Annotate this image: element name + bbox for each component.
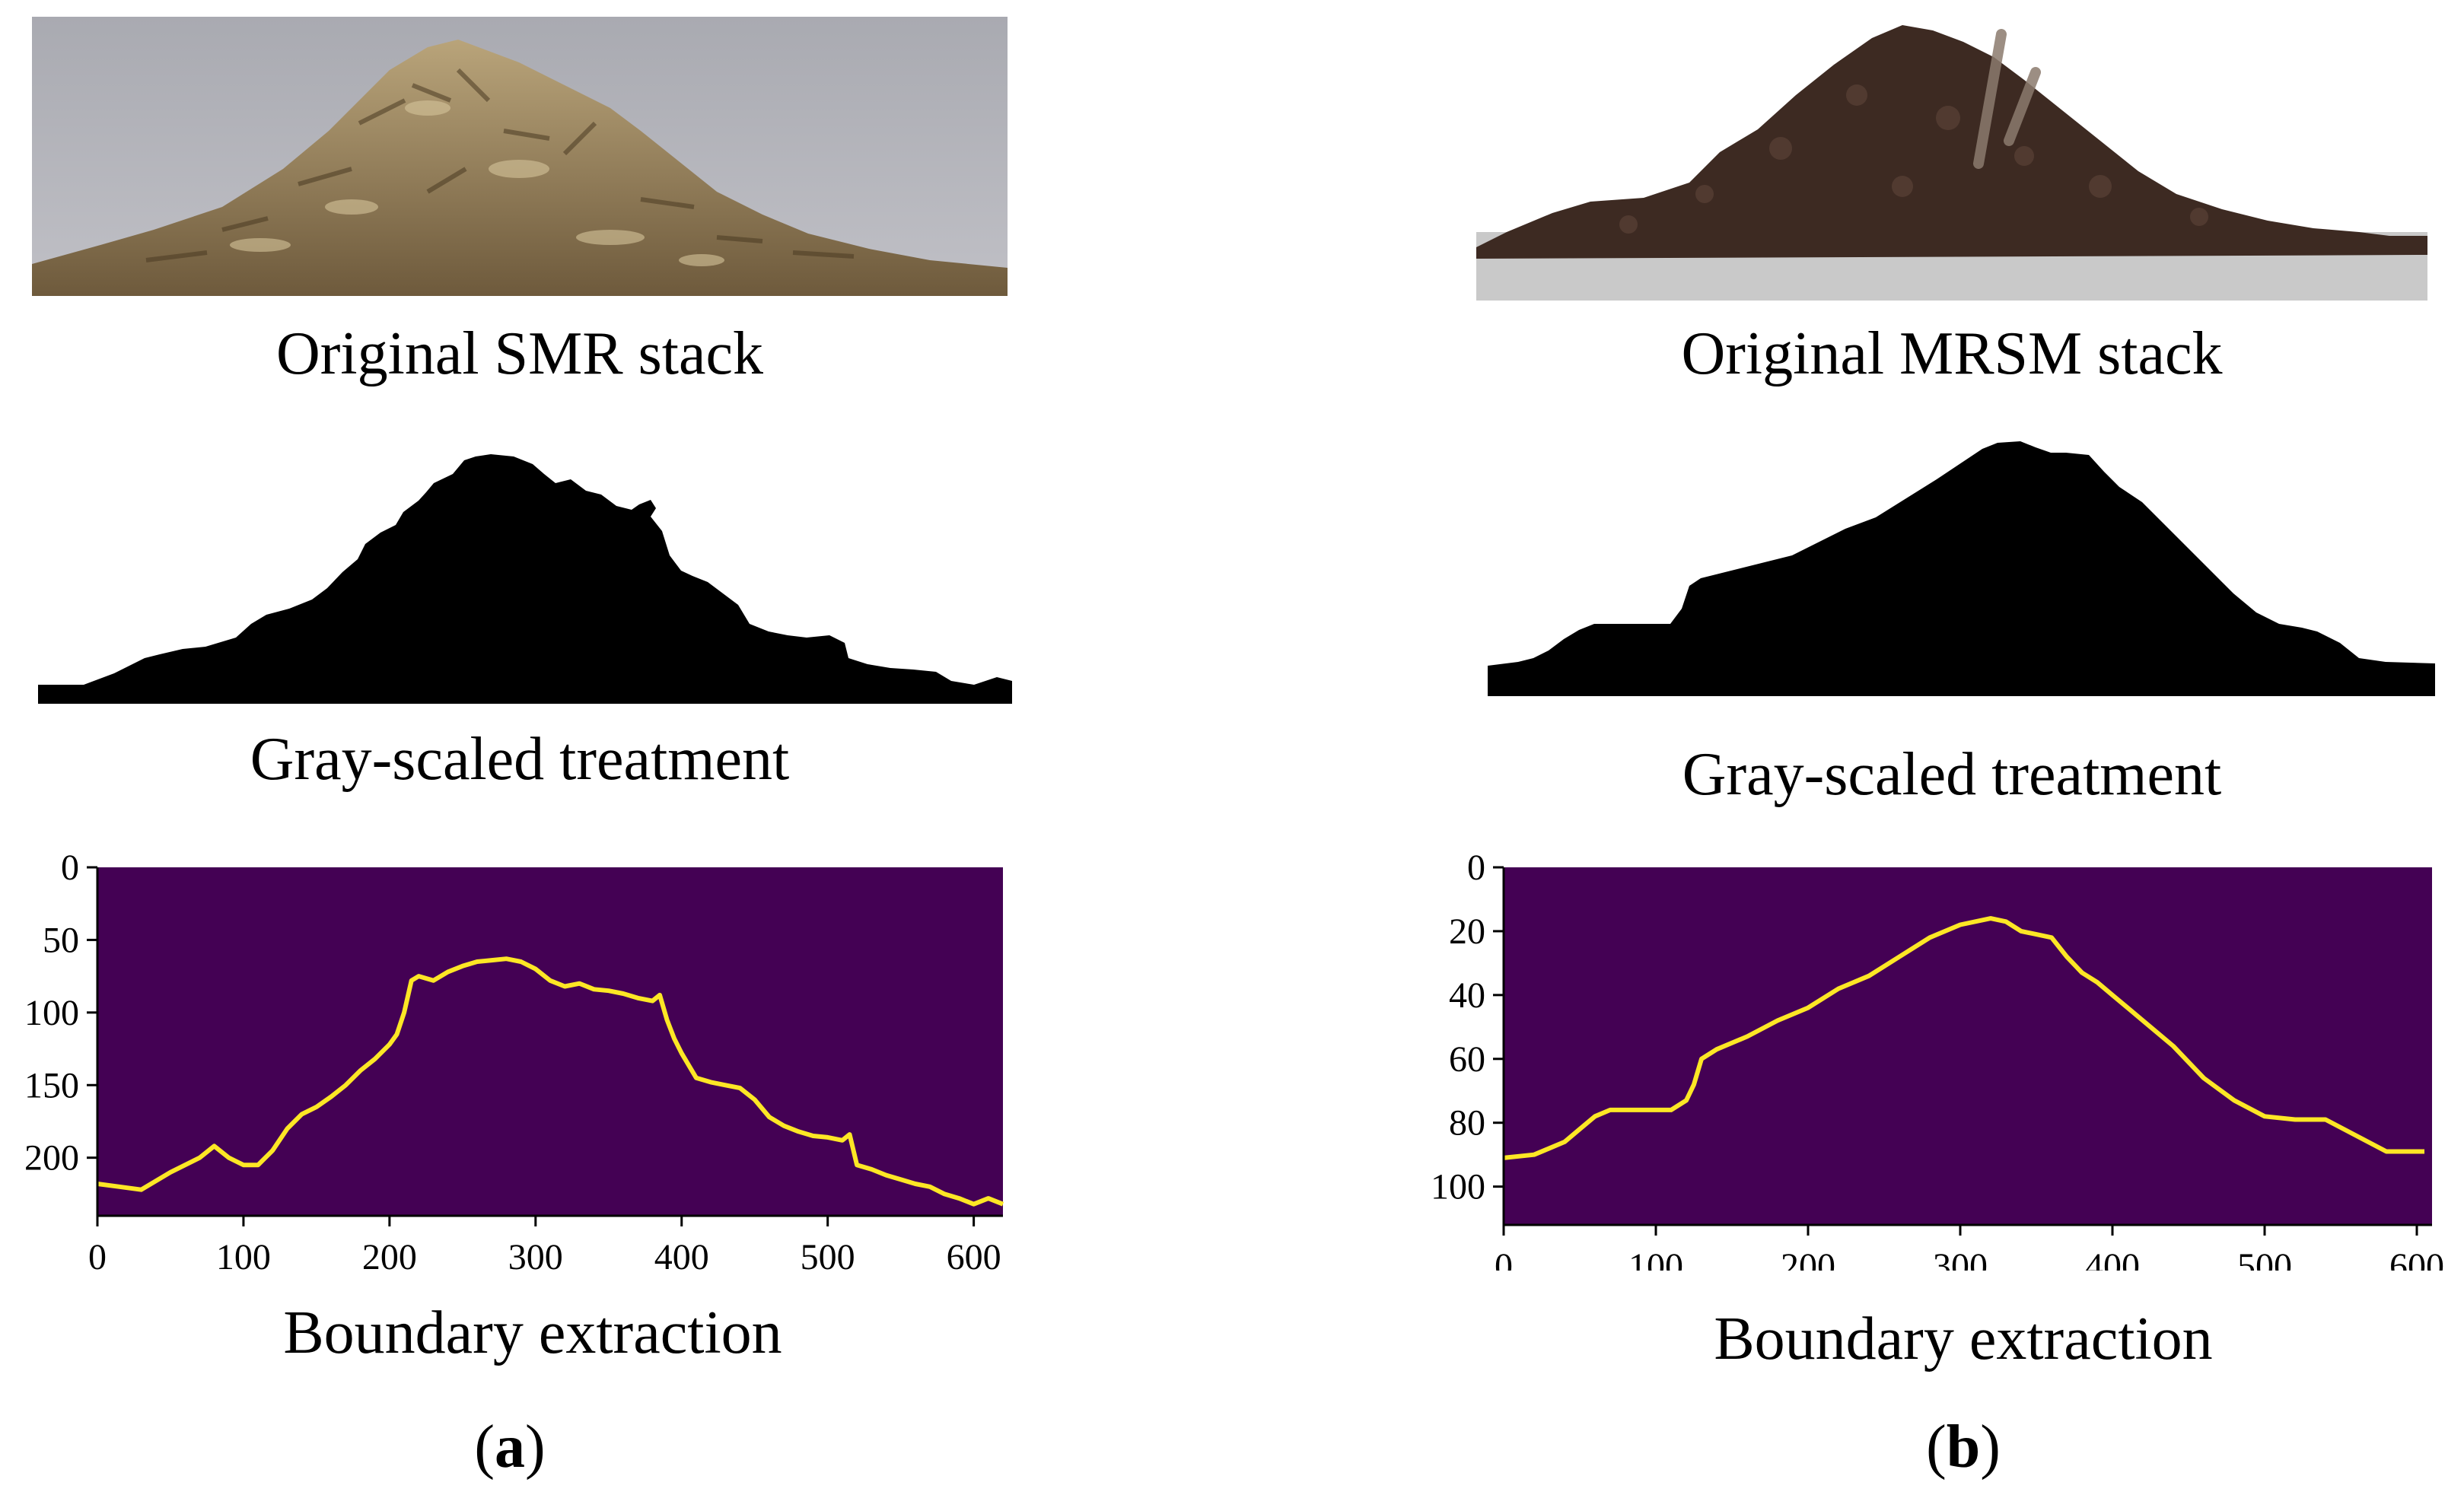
chart-b-x-tick-label: 200: [1781, 1246, 1835, 1271]
chart-b-x-tick-label: 400: [2085, 1246, 2140, 1271]
chart-b-x-tick-label: 600: [2389, 1246, 2444, 1271]
smr-silhouette-shape: [38, 454, 1012, 704]
smr-gray-caption: Gray-scaled treatment: [250, 726, 790, 793]
chart-a-plot-area: [97, 867, 1003, 1216]
panel-label-a-open: (: [474, 1414, 495, 1481]
smr-photo-caption: Original SMR stack: [276, 320, 763, 387]
chart-a-y-tick-label: 50: [43, 920, 79, 960]
chart-a-x-tick-label: 400: [654, 1237, 709, 1271]
chart-a-y-tick-label: 150: [24, 1065, 79, 1105]
chart-b-plot-area: [1504, 867, 2432, 1225]
panel-label-a-letter: a: [495, 1414, 525, 1481]
panel-label-b-open: (: [1926, 1414, 1947, 1481]
chart-b-boundary-line-0: [1503, 916, 2424, 1160]
smr-stack-illustration: [32, 17, 1008, 296]
chart-a-y-tick-label: 200: [24, 1138, 79, 1179]
mrsm-chart-caption: Boundary extraction: [1714, 1306, 2213, 1373]
chart-b-y-tick-label: 60: [1449, 1039, 1485, 1080]
chart-b-x-tick-label: 300: [1933, 1246, 1988, 1271]
chart-a-x-tick-label: 500: [801, 1237, 855, 1271]
chart-b-x-tick-label: 0: [1495, 1246, 1513, 1271]
chart-a-x-tick-label: 300: [508, 1237, 563, 1271]
chart-b-y-tick-label: 80: [1449, 1103, 1485, 1144]
chart-b-x-tick-label: 100: [1628, 1246, 1683, 1271]
mrsm-photo-caption: Original MRSM stack: [1681, 320, 2223, 387]
boundary-chart-a: 0 100 200 300 400 500 600 0 50 100 150 200: [24, 848, 1004, 1271]
mrsm-silhouette-shape: [1488, 441, 2435, 696]
chart-b-y-tick-label: 20: [1449, 911, 1485, 952]
boundary-chart-b: 0 100 200 300 400 500 600 0 20 40 60 80 100: [1431, 848, 2444, 1271]
chart-a-y-tick-label: 0: [61, 848, 79, 888]
chart-b-x-tick-label: 500: [2237, 1246, 2292, 1271]
mrsm-stack-illustration: [1476, 4, 2427, 301]
mrsm-gray-caption: Gray-scaled treatment: [1682, 741, 2222, 808]
panel-label-b-letter: b: [1946, 1414, 1981, 1481]
chart-a-boundary-line-0: [97, 956, 1004, 1207]
smr-stack-photo: [32, 17, 1008, 296]
panel-label-a-close: ): [525, 1414, 546, 1481]
smr-gray-silhouette: [38, 453, 1012, 704]
mrsm-stack-photo: [1476, 4, 2427, 301]
chart-a-x-tick-label: 0: [88, 1237, 107, 1271]
chart-a-x-tick-label: 600: [947, 1237, 1001, 1271]
mrsm-gray-silhouette: [1488, 434, 2435, 696]
panel-label-b: (b): [1773, 1417, 2154, 1478]
chart-b-y-tick-label: 40: [1449, 975, 1485, 1016]
panel-label-b-close: ): [1980, 1414, 2001, 1481]
chart-a-y-tick-label: 100: [24, 993, 79, 1033]
chart-a-x-tick-label: 200: [362, 1237, 417, 1271]
smr-chart-caption: Boundary extraction: [283, 1299, 782, 1366]
chart-b-y-tick-label: 0: [1467, 848, 1485, 888]
chart-b-y-tick-label: 100: [1431, 1167, 1485, 1207]
chart-a-x-tick-label: 100: [216, 1237, 271, 1271]
panel-label-a: (a): [320, 1417, 700, 1478]
